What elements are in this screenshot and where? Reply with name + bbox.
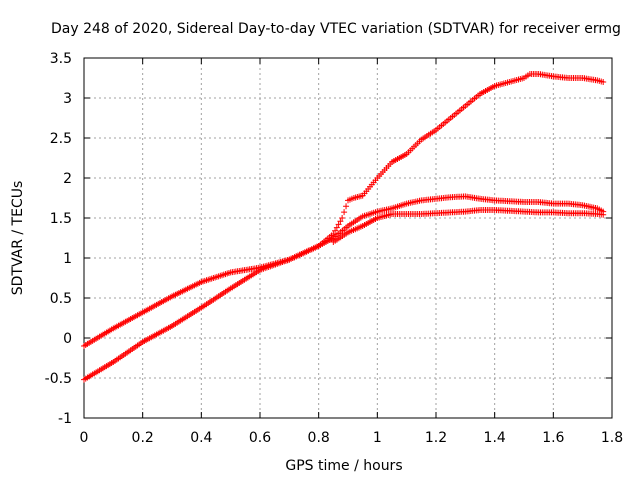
y-tick-label: 2.5: [50, 131, 72, 147]
data-point: [333, 224, 340, 231]
data-point: [332, 227, 339, 234]
x-tick-label: 0.2: [132, 430, 154, 446]
y-tick-label: 3.5: [50, 51, 72, 67]
y-tick-label: -0.5: [45, 371, 72, 387]
chart-title: Day 248 of 2020, Sidereal Day-to-day VTE…: [51, 21, 621, 37]
x-tick-labels: 0 0.2 0.4 0.6 0.8 1 1.2 1.4 1.6 1.8: [80, 430, 624, 446]
y-tick-label: 1: [63, 251, 72, 267]
y-tick-labels: -1 -0.5 0 0.5 1 1.5 2 2.5 3 3.5: [45, 51, 72, 427]
x-tick-label: 0: [80, 430, 89, 446]
x-tick-label: 1: [373, 430, 382, 446]
data-series: [81, 71, 607, 383]
x-tick-label: 1.6: [542, 430, 564, 446]
y-axis-label: SDTVAR / TECUs: [10, 181, 26, 296]
y-tick-label: 1.5: [50, 211, 72, 227]
plot-frame: [83, 57, 613, 419]
x-tick-label: 0.8: [308, 430, 330, 446]
data-point: [339, 215, 346, 221]
y-tick-label: -1: [58, 411, 72, 427]
data-point: [600, 211, 607, 218]
data-series-3: [330, 207, 607, 245]
x-tick-label: 1.8: [601, 430, 623, 446]
data-point: [343, 203, 350, 210]
x-tick-label: 0.4: [190, 430, 212, 446]
y-tick-label: 0: [63, 331, 72, 347]
y-tick-label: 3: [63, 91, 72, 107]
data-point: [600, 79, 607, 85]
y-tick-label: 0.5: [50, 291, 72, 307]
data-series-2: [81, 193, 607, 383]
x-tick-label: 1.2: [425, 430, 447, 446]
data-point: [337, 218, 344, 225]
x-tick-label: 1.4: [484, 430, 506, 446]
data-point: [335, 221, 342, 228]
x-tick-label: 0.6: [249, 430, 271, 446]
x-axis-label: GPS time / hours: [285, 458, 402, 474]
grid: [84, 58, 612, 418]
y-tick-label: 2: [63, 171, 72, 187]
axis-ticks: [83, 57, 613, 419]
data-point: [341, 209, 348, 216]
